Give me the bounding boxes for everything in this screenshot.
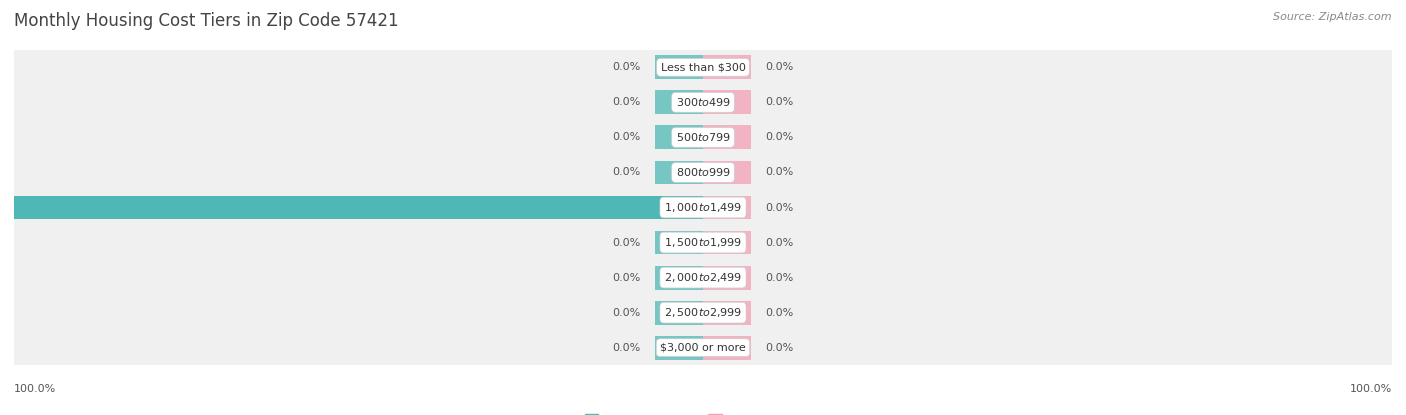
FancyBboxPatch shape [14, 104, 1392, 171]
Bar [14, 195, 703, 220]
Bar [655, 336, 703, 359]
Bar [703, 161, 751, 184]
Text: 0.0%: 0.0% [765, 168, 793, 178]
Text: $2,500 to $2,999: $2,500 to $2,999 [664, 306, 742, 319]
Text: 0.0%: 0.0% [613, 237, 641, 247]
FancyBboxPatch shape [14, 139, 1392, 206]
Text: 100.0%: 100.0% [14, 384, 56, 395]
Text: $300 to $499: $300 to $499 [675, 96, 731, 108]
Bar [655, 231, 703, 254]
Text: 0.0%: 0.0% [765, 237, 793, 247]
Text: 0.0%: 0.0% [613, 132, 641, 142]
FancyBboxPatch shape [14, 209, 1392, 276]
Text: 0.0%: 0.0% [613, 343, 641, 353]
Bar [703, 195, 751, 220]
Bar [655, 125, 703, 149]
Text: 0.0%: 0.0% [765, 98, 793, 107]
Bar [703, 125, 751, 149]
Legend: Owner-occupied, Renter-occupied: Owner-occupied, Renter-occupied [581, 410, 825, 415]
Bar [655, 90, 703, 114]
FancyBboxPatch shape [14, 69, 1392, 136]
Bar [703, 231, 751, 254]
Text: $3,000 or more: $3,000 or more [661, 343, 745, 353]
Text: 0.0%: 0.0% [765, 132, 793, 142]
Text: 0.0%: 0.0% [765, 308, 793, 317]
Text: 0.0%: 0.0% [613, 62, 641, 72]
FancyBboxPatch shape [14, 314, 1392, 381]
Bar [655, 266, 703, 290]
Bar [703, 336, 751, 359]
FancyBboxPatch shape [14, 174, 1392, 241]
Text: Source: ZipAtlas.com: Source: ZipAtlas.com [1274, 12, 1392, 22]
Bar [655, 161, 703, 184]
Text: $2,000 to $2,499: $2,000 to $2,499 [664, 271, 742, 284]
Bar [703, 90, 751, 114]
Text: $800 to $999: $800 to $999 [675, 166, 731, 178]
Text: 0.0%: 0.0% [765, 273, 793, 283]
Text: 100.0%: 100.0% [1350, 384, 1392, 395]
Bar [703, 301, 751, 325]
FancyBboxPatch shape [14, 34, 1392, 101]
Text: 0.0%: 0.0% [765, 343, 793, 353]
Bar [655, 301, 703, 325]
Text: 0.0%: 0.0% [613, 273, 641, 283]
Text: 0.0%: 0.0% [613, 98, 641, 107]
Bar [703, 266, 751, 290]
Bar [655, 56, 703, 79]
Text: 0.0%: 0.0% [765, 203, 793, 212]
Bar [703, 56, 751, 79]
Text: Less than $300: Less than $300 [661, 62, 745, 72]
Text: 0.0%: 0.0% [765, 62, 793, 72]
Text: Monthly Housing Cost Tiers in Zip Code 57421: Monthly Housing Cost Tiers in Zip Code 5… [14, 12, 399, 30]
Text: $1,000 to $1,499: $1,000 to $1,499 [664, 201, 742, 214]
Text: $1,500 to $1,999: $1,500 to $1,999 [664, 236, 742, 249]
FancyBboxPatch shape [14, 279, 1392, 346]
FancyBboxPatch shape [14, 244, 1392, 311]
Text: $500 to $799: $500 to $799 [675, 132, 731, 144]
Text: 0.0%: 0.0% [613, 308, 641, 317]
Text: 0.0%: 0.0% [613, 168, 641, 178]
